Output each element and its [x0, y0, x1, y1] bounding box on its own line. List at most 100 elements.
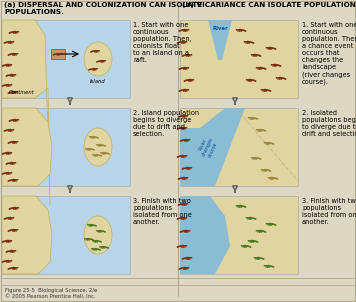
- Text: Figure 25-5  Biological Science, 2/e
© 2005 Pearson Prentice Hall, Inc.: Figure 25-5 Biological Science, 2/e © 20…: [5, 288, 97, 298]
- Ellipse shape: [187, 267, 189, 269]
- Ellipse shape: [11, 53, 16, 55]
- Ellipse shape: [256, 129, 258, 131]
- Ellipse shape: [84, 238, 86, 239]
- Ellipse shape: [12, 31, 17, 33]
- Ellipse shape: [7, 217, 12, 219]
- Ellipse shape: [98, 144, 102, 146]
- Ellipse shape: [185, 257, 190, 259]
- Polygon shape: [2, 108, 52, 186]
- Ellipse shape: [250, 117, 255, 119]
- Ellipse shape: [273, 64, 277, 66]
- Ellipse shape: [11, 141, 16, 143]
- Ellipse shape: [12, 217, 14, 219]
- Ellipse shape: [184, 230, 188, 232]
- Ellipse shape: [236, 29, 238, 31]
- Ellipse shape: [7, 129, 12, 131]
- Ellipse shape: [187, 29, 189, 31]
- Ellipse shape: [6, 152, 10, 154]
- Ellipse shape: [6, 84, 10, 86]
- Ellipse shape: [268, 177, 270, 179]
- Ellipse shape: [6, 260, 10, 262]
- Text: 2. Isolated
populations begin
to diverge due to
drift and selection.: 2. Isolated populations begin to diverge…: [302, 110, 356, 137]
- Ellipse shape: [91, 248, 93, 250]
- Ellipse shape: [100, 152, 102, 154]
- Ellipse shape: [86, 238, 90, 240]
- Ellipse shape: [184, 139, 188, 141]
- Ellipse shape: [185, 155, 187, 157]
- Ellipse shape: [247, 79, 252, 81]
- Ellipse shape: [84, 128, 112, 166]
- Ellipse shape: [12, 207, 17, 209]
- Ellipse shape: [16, 267, 19, 269]
- Ellipse shape: [183, 267, 188, 269]
- Ellipse shape: [185, 127, 187, 129]
- Ellipse shape: [87, 224, 89, 226]
- Ellipse shape: [182, 115, 187, 117]
- Ellipse shape: [185, 167, 190, 169]
- Polygon shape: [180, 196, 230, 274]
- Ellipse shape: [89, 136, 91, 138]
- Ellipse shape: [92, 240, 94, 242]
- Ellipse shape: [89, 224, 93, 226]
- Ellipse shape: [186, 177, 188, 179]
- Ellipse shape: [252, 157, 257, 159]
- Ellipse shape: [190, 257, 192, 259]
- Ellipse shape: [187, 67, 189, 69]
- Ellipse shape: [256, 67, 258, 69]
- Ellipse shape: [186, 115, 188, 117]
- Text: River: River: [212, 26, 228, 31]
- Ellipse shape: [101, 246, 105, 248]
- Ellipse shape: [185, 41, 187, 43]
- Ellipse shape: [10, 240, 12, 242]
- Ellipse shape: [188, 230, 190, 232]
- Ellipse shape: [94, 154, 98, 156]
- Ellipse shape: [185, 217, 187, 219]
- Ellipse shape: [183, 89, 188, 91]
- Polygon shape: [2, 20, 50, 205]
- Ellipse shape: [10, 260, 12, 262]
- FancyBboxPatch shape: [2, 196, 130, 274]
- Ellipse shape: [271, 64, 273, 66]
- Ellipse shape: [266, 223, 268, 225]
- Ellipse shape: [248, 240, 250, 242]
- Ellipse shape: [250, 240, 255, 242]
- Ellipse shape: [242, 245, 247, 247]
- Text: 2. Island population
begins to diverge
due to drift and
selection.: 2. Island population begins to diverge d…: [133, 110, 199, 137]
- Ellipse shape: [10, 172, 12, 174]
- Ellipse shape: [237, 205, 242, 207]
- Ellipse shape: [180, 41, 185, 43]
- Ellipse shape: [14, 162, 16, 164]
- Ellipse shape: [244, 41, 246, 43]
- Ellipse shape: [246, 79, 248, 81]
- Ellipse shape: [93, 248, 97, 250]
- Ellipse shape: [6, 172, 10, 174]
- Ellipse shape: [257, 230, 262, 232]
- Ellipse shape: [84, 42, 112, 76]
- Ellipse shape: [102, 152, 106, 154]
- Ellipse shape: [56, 53, 60, 55]
- Ellipse shape: [251, 157, 253, 159]
- Ellipse shape: [253, 257, 256, 259]
- Ellipse shape: [266, 265, 271, 267]
- Polygon shape: [208, 20, 232, 60]
- Ellipse shape: [16, 179, 19, 181]
- Ellipse shape: [92, 68, 96, 70]
- Ellipse shape: [276, 77, 278, 79]
- Ellipse shape: [182, 177, 187, 179]
- Ellipse shape: [10, 84, 12, 86]
- Ellipse shape: [12, 129, 14, 131]
- Ellipse shape: [190, 167, 192, 169]
- Ellipse shape: [94, 50, 98, 52]
- Ellipse shape: [10, 74, 15, 76]
- Text: 3. Finish with two
populations
isolated from one
another.: 3. Finish with two populations isolated …: [133, 198, 192, 225]
- FancyBboxPatch shape: [2, 20, 130, 98]
- Ellipse shape: [96, 230, 98, 232]
- Text: Continent: Continent: [9, 90, 35, 95]
- Ellipse shape: [17, 207, 19, 209]
- Ellipse shape: [190, 54, 192, 56]
- Ellipse shape: [237, 29, 242, 31]
- Ellipse shape: [96, 68, 98, 70]
- Ellipse shape: [104, 60, 106, 62]
- Ellipse shape: [183, 67, 188, 69]
- Ellipse shape: [246, 217, 248, 219]
